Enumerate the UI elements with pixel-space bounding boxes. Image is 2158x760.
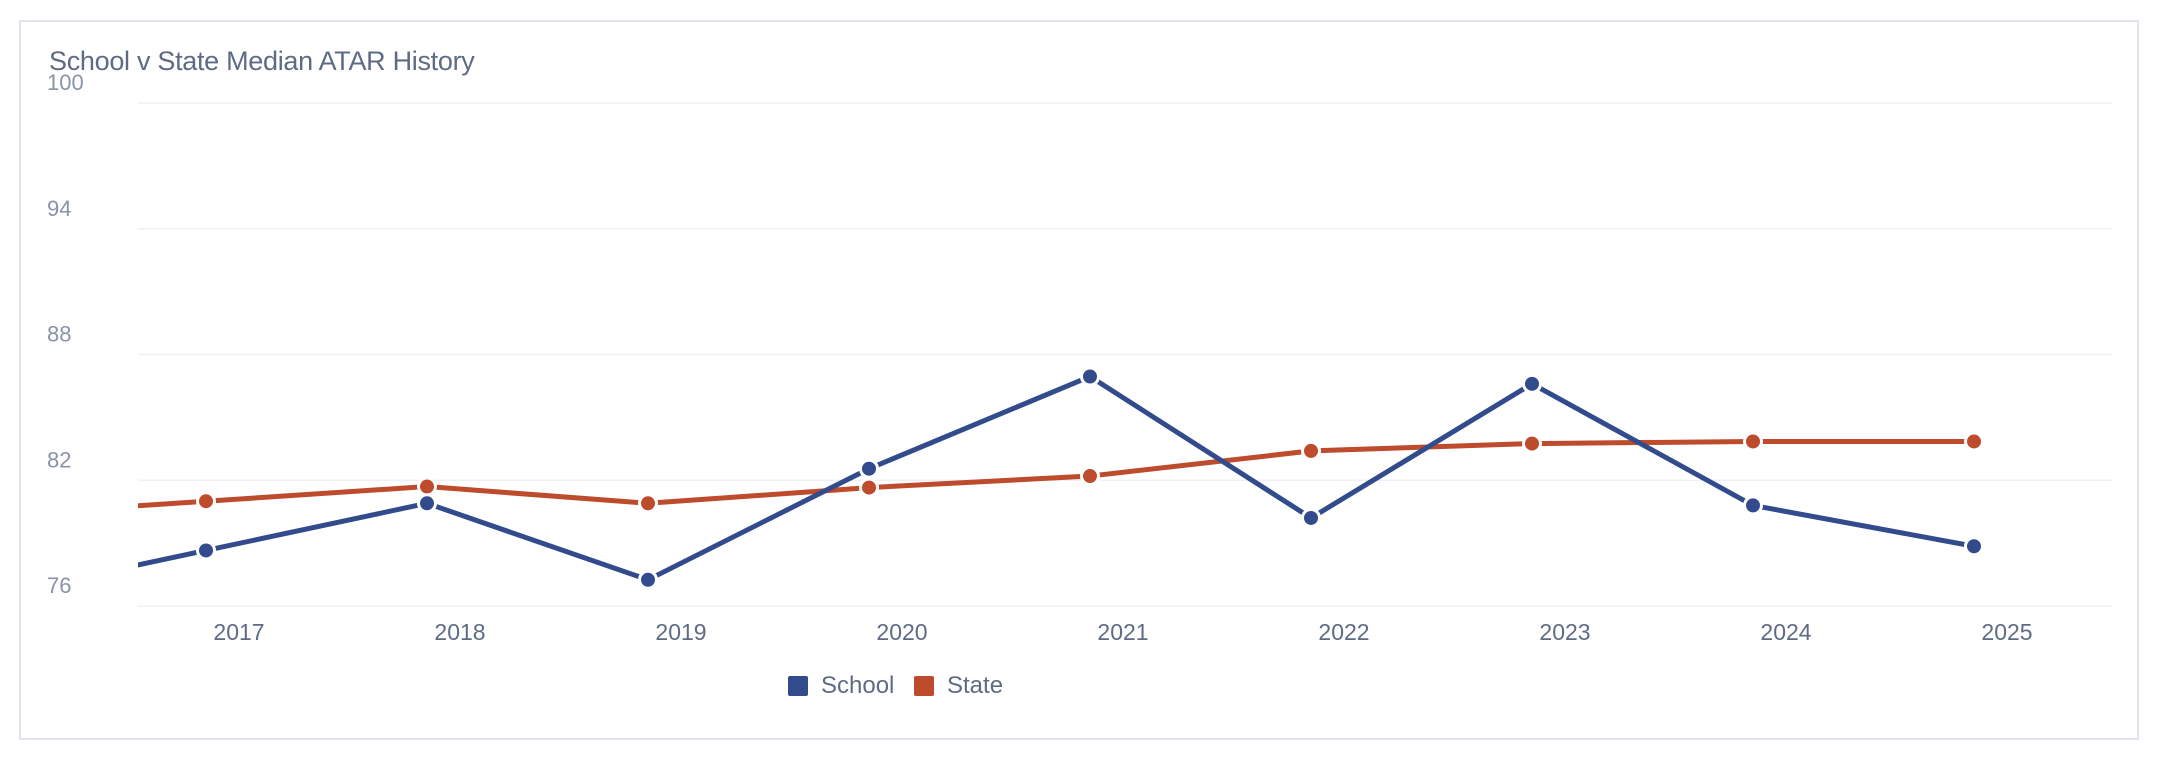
x-tick-label: 2023 [1539,619,1590,645]
data-point-school-2023 [1522,373,1542,394]
data-point-state-2018 [417,476,437,497]
y-tick-label: 76 [47,573,71,598]
data-point-state-2024 [1743,431,1763,452]
data-point-school-2022 [1301,507,1321,528]
x-tick-label: 2020 [876,619,927,645]
data-point-school-2018 [417,493,437,514]
data-point-state-2025 [1964,431,1984,452]
x-tick-label: 2017 [213,619,264,645]
x-tick-label: 2025 [1981,619,2032,645]
chart-title: School v State Median ATAR History [49,46,475,76]
legend-label-state: State [947,672,1004,699]
data-point-state-2021 [1080,466,1100,487]
x-tick-label: 2021 [1097,619,1148,645]
x-tick-label: 2018 [434,619,485,645]
x-tick-label: 2022 [1318,619,1369,645]
x-tick-label: 2024 [1760,619,1811,645]
x-tick-label: 2019 [655,619,706,645]
legend-item-state[interactable]: State [914,672,1003,700]
data-point-school-2020 [859,458,879,479]
data-point-school-2025 [1964,536,1984,557]
data-point-state-2017 [196,491,216,512]
y-tick-label: 94 [47,196,71,221]
legend-label-school: School [821,672,895,699]
data-point-school-2017 [196,540,216,561]
data-point-school-2021 [1080,366,1100,387]
series-line-school [138,374,1975,583]
chart-legend: School State [21,672,2137,706]
data-point-school-2019 [638,569,658,590]
legend-swatch-state [914,676,934,696]
data-point-state-2023 [1522,433,1542,454]
y-tick-label: 100 [47,70,84,95]
legend-item-school[interactable]: School [788,672,894,700]
y-tick-label: 88 [47,322,71,347]
data-point-state-2022 [1301,440,1321,461]
y-tick-label: 82 [47,447,71,472]
data-point-state-2020 [859,477,879,498]
data-point-school-2024 [1743,495,1763,516]
data-point-state-2019 [638,493,658,514]
legend-swatch-school [788,676,808,696]
